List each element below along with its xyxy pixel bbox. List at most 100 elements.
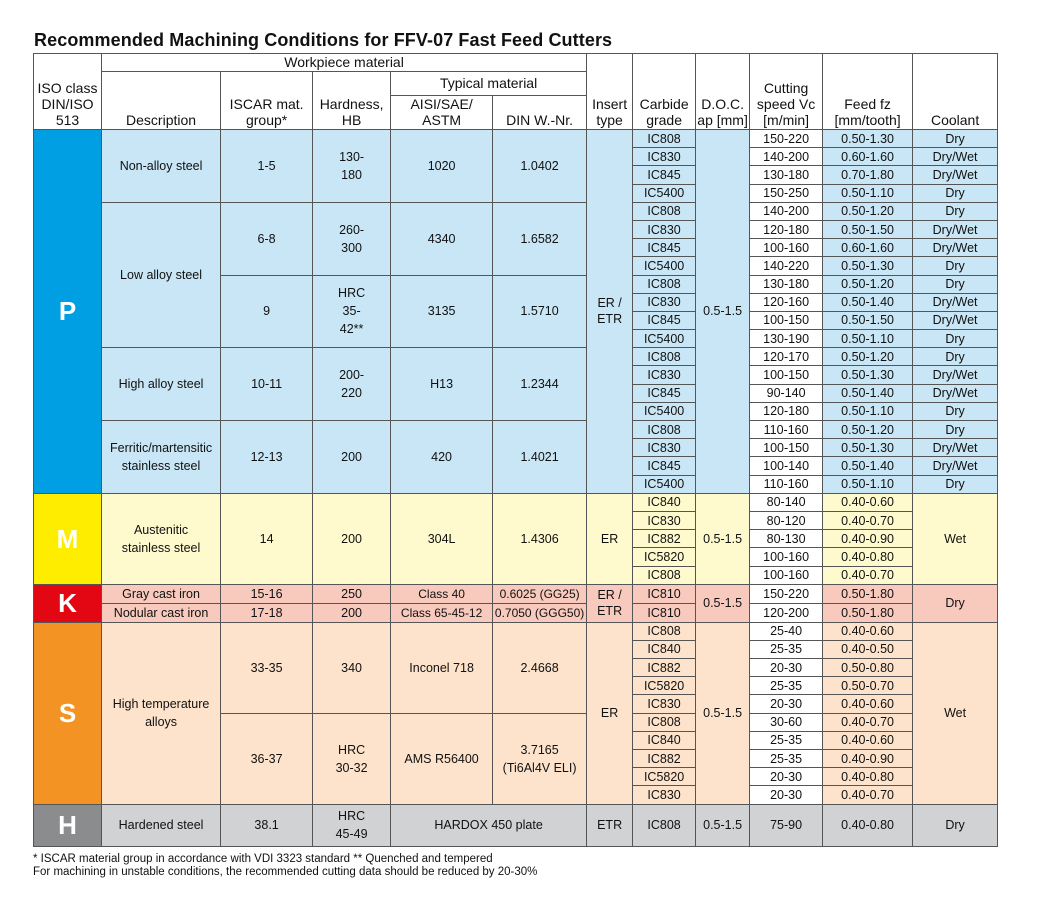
carbide-grade: IC5400: [632, 474, 697, 494]
depth-of-cut: 0.5-1.5: [695, 803, 751, 847]
material-hardness: HRC 35-42**: [312, 274, 392, 349]
feed: 0.40-0.90: [822, 748, 914, 769]
typical-din: 1.5710: [492, 274, 588, 349]
material-hardness: 260-300: [312, 201, 392, 276]
cutting-speed: 130-180: [749, 165, 824, 185]
carbide-grade: IC845: [632, 238, 697, 258]
iso-badge-K: K: [33, 583, 102, 623]
feed: 0.50-1.80: [822, 583, 914, 604]
carbide-grade: IC882: [632, 748, 697, 769]
insert-type: ETR: [586, 803, 634, 847]
carbide-grade: IC845: [632, 310, 697, 331]
carbide-grade: IC830: [632, 147, 697, 167]
carbide-grade: IC808: [632, 803, 697, 847]
material-description: Gray cast iron: [100, 583, 222, 604]
coolant: Dry: [912, 201, 999, 221]
header-typical-material: Typical material: [390, 71, 588, 96]
coolant: Dry/Wet: [912, 165, 999, 185]
coolant: Dry/Wet: [912, 438, 999, 458]
header-iscar-group: ISCAR mat. group*: [220, 71, 314, 130]
material-group: 6-8: [220, 201, 314, 276]
feed: 0.50-1.20: [822, 274, 914, 294]
cutting-speed: 75-90: [749, 803, 824, 847]
coolant: Dry/Wet: [912, 292, 999, 312]
material-group: 15-16: [220, 583, 314, 604]
cutting-speed: 130-180: [749, 274, 824, 294]
material-description: Hardened steel: [100, 803, 222, 847]
coolant: Dry/Wet: [912, 219, 999, 240]
cutting-speed: 100-160: [749, 547, 824, 567]
cutting-speed: 100-150: [749, 310, 824, 331]
carbide-grade: IC808: [632, 621, 697, 641]
feed: 0.50-1.10: [822, 474, 914, 494]
depth-of-cut: 0.5-1.5: [695, 492, 751, 585]
cutting-speed: 30-60: [749, 712, 824, 732]
carbide-grade: IC882: [632, 658, 697, 678]
coolant: Dry/Wet: [912, 383, 999, 403]
material-hardness: 200: [312, 492, 392, 585]
cutting-speed: 90-140: [749, 383, 824, 403]
carbide-grade: IC5820: [632, 547, 697, 567]
cutting-speed: 120-170: [749, 347, 824, 367]
cutting-speed: 25-35: [749, 748, 824, 769]
feed: 0.40-0.90: [822, 529, 914, 549]
typical-aisi: H13: [390, 347, 494, 421]
material-group: 9: [220, 274, 314, 349]
insert-type: ER / ETR: [586, 583, 634, 623]
material-description: Non-alloy steel: [100, 129, 222, 203]
material-description: Low alloy steel: [100, 201, 222, 349]
coolant: Dry/Wet: [912, 365, 999, 385]
typical-aisi: Class 65-45-12: [390, 602, 494, 623]
cutting-speed: 110-160: [749, 419, 824, 440]
material-description: High alloy steel: [100, 347, 222, 421]
typical-material: HARDOX 450 plate: [390, 803, 588, 847]
header-workpiece-material: Workpiece material: [100, 53, 588, 72]
cutting-speed: 130-190: [749, 329, 824, 349]
carbide-grade: IC830: [632, 694, 697, 714]
coolant: Dry: [912, 256, 999, 276]
carbide-grade: IC5400: [632, 329, 697, 349]
typical-aisi: AMS R56400: [390, 712, 494, 805]
material-group: 38.1: [220, 803, 314, 847]
typical-din: 1.6582: [492, 201, 588, 276]
carbide-grade: IC830: [632, 785, 697, 805]
coolant: Dry/Wet: [912, 238, 999, 258]
feed: 0.40-0.80: [822, 767, 914, 787]
material-group: 12-13: [220, 420, 314, 494]
carbide-grade: IC5820: [632, 767, 697, 787]
cutting-speed: 25-35: [749, 730, 824, 751]
feed: 0.40-0.60: [822, 492, 914, 512]
carbide-grade: IC808: [632, 128, 697, 149]
typical-din: 2.4668: [492, 621, 588, 714]
feed: 0.50-1.10: [822, 329, 914, 349]
cutting-speed: 100-150: [749, 438, 824, 458]
insert-type: ER: [586, 621, 634, 805]
carbide-grade: IC5400: [632, 256, 697, 276]
cutting-speed: 100-160: [749, 565, 824, 585]
feed: 0.40-0.60: [822, 694, 914, 714]
carbide-grade: IC808: [632, 712, 697, 732]
typical-aisi: Class 40: [390, 583, 494, 604]
page-title: Recommended Machining Conditions for FFV…: [34, 30, 613, 50]
feed: 0.40-0.50: [822, 639, 914, 660]
header-din: DIN W.-Nr.: [492, 95, 588, 130]
feed: 0.40-0.60: [822, 621, 914, 641]
coolant: Dry/Wet: [912, 147, 999, 167]
feed: 0.50-1.40: [822, 383, 914, 403]
cutting-speed: 80-130: [749, 529, 824, 549]
material-group: 10-11: [220, 347, 314, 421]
cutting-speed: 120-200: [749, 602, 824, 623]
carbide-grade: IC810: [632, 602, 697, 623]
feed: 0.50-1.30: [822, 365, 914, 385]
cutting-speed: 80-120: [749, 510, 824, 531]
carbide-grade: IC5400: [632, 183, 697, 203]
carbide-grade: IC882: [632, 529, 697, 549]
carbide-grade: IC808: [632, 419, 697, 440]
feed: 0.40-0.70: [822, 785, 914, 805]
material-hardness: HRC 30-32: [312, 712, 392, 805]
feed: 0.60-1.60: [822, 238, 914, 258]
typical-din: 1.2344: [492, 347, 588, 421]
coolant: Wet: [912, 492, 999, 585]
cutting-speed: 150-250: [749, 183, 824, 203]
feed: 0.50-1.10: [822, 183, 914, 203]
